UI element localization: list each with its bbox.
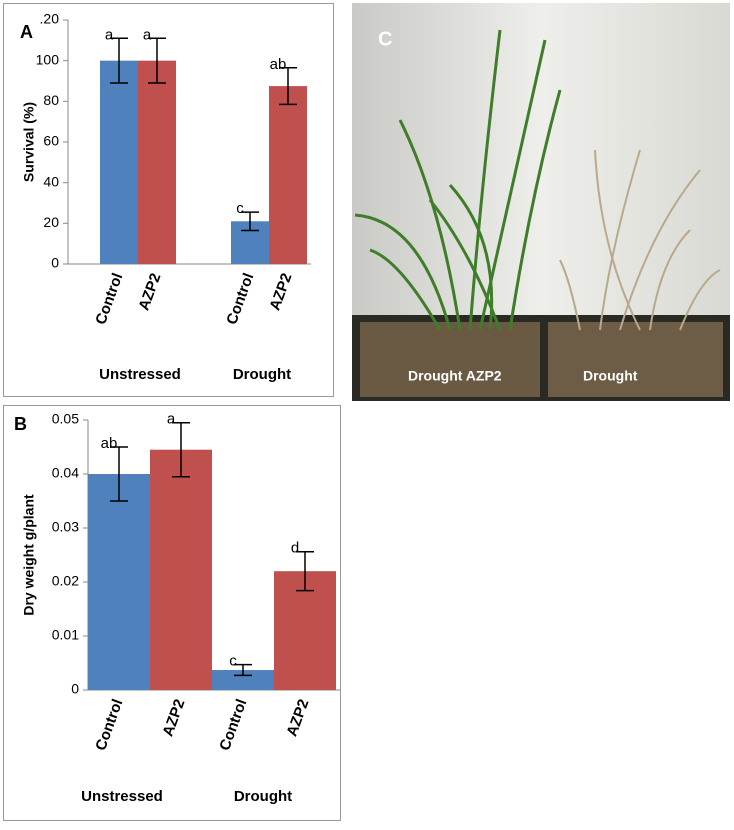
group-label: Drought — [233, 366, 291, 383]
y-axis-label: Survival (%) — [21, 102, 37, 182]
significance-label: c — [236, 200, 244, 217]
y-tick-label: 60 — [43, 133, 59, 149]
significance-label: a — [143, 26, 152, 43]
y-axis-label: Dry weight g/plant — [21, 494, 37, 616]
significance-label: ab — [270, 56, 287, 73]
y-tick-label: .20 — [40, 11, 60, 27]
error-bar — [234, 663, 252, 677]
error-bar — [172, 421, 190, 478]
y-tick-label: 0 — [51, 255, 59, 271]
error-bar — [279, 67, 297, 106]
y-tick-label: 0.02 — [52, 573, 79, 589]
y-tick-label: 100 — [36, 51, 60, 67]
bar — [212, 670, 274, 690]
bar — [100, 60, 138, 264]
photo-caption: Drought — [583, 368, 638, 384]
error-bar — [110, 37, 128, 84]
significance-label: a — [105, 26, 114, 43]
photo: C Drought AZP2 Drought — [352, 3, 730, 401]
panel-label: B — [14, 414, 27, 434]
y-tick-label: 0.01 — [52, 627, 79, 643]
bar — [88, 474, 150, 690]
y-tick-label: 0 — [71, 681, 79, 697]
group-label: Drought — [234, 788, 292, 805]
y-tick-label: 40 — [43, 173, 59, 189]
y-tick-label: 80 — [43, 92, 59, 108]
photo-caption: Drought AZP2 — [408, 368, 502, 384]
error-bar — [148, 37, 166, 84]
soil — [360, 322, 540, 397]
soil — [548, 322, 723, 397]
bar — [138, 60, 176, 264]
error-bar — [296, 551, 314, 592]
group-label: Unstressed — [99, 366, 181, 383]
plants — [354, 29, 562, 331]
error-bar — [110, 446, 128, 502]
group-label: Unstressed — [81, 788, 163, 805]
significance-label: d — [291, 540, 299, 557]
dry-plants — [559, 149, 721, 331]
significance-label: a — [167, 411, 176, 428]
bar — [269, 86, 307, 264]
y-tick-label: 0.05 — [52, 411, 79, 427]
panel-label: C — [378, 28, 392, 50]
bar — [150, 449, 212, 690]
error-bar — [241, 211, 259, 232]
y-tick-label: 0.03 — [52, 519, 79, 535]
significance-label: ab — [101, 435, 118, 452]
panel-label: A — [20, 22, 33, 42]
y-tick-label: 20 — [43, 214, 59, 230]
significance-label: c — [229, 653, 237, 670]
y-tick-label: 0.04 — [52, 465, 79, 481]
